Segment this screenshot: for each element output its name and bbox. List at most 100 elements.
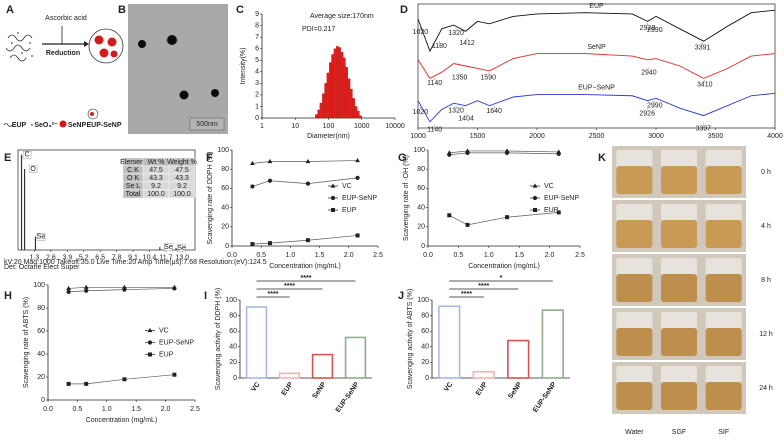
tube-liquid <box>616 274 653 302</box>
y-tick-label: 40 <box>37 351 45 358</box>
y-tick-label: 8 <box>255 22 259 29</box>
peak-label: 1140 <box>427 80 442 87</box>
table-header: Wt % <box>148 159 165 166</box>
tube-liquid <box>616 220 653 248</box>
marker <box>267 241 272 246</box>
tube-liquid <box>661 328 697 356</box>
peak-label-box <box>22 151 32 159</box>
x-tick-label: 3.9 <box>62 254 72 261</box>
peak-label: 2928 <box>640 25 656 32</box>
y-tick-label: 100 <box>217 147 229 154</box>
marker <box>505 215 510 220</box>
nanoparticles <box>138 35 219 100</box>
histogram-bar <box>354 106 358 119</box>
marker <box>122 284 127 289</box>
x-tick-label: 1.0 <box>102 406 112 413</box>
series-line <box>68 286 175 289</box>
x-tick-label: EUP-SeNP <box>335 381 361 414</box>
table-cell-text: 100.0 <box>147 191 165 198</box>
legend-senp-icon <box>59 120 67 128</box>
tube-empty <box>661 150 697 168</box>
y-tick-label: 9 <box>255 11 259 18</box>
tube-liquid <box>661 382 697 410</box>
time-label: 0 h <box>761 169 771 176</box>
panel-letter: F <box>206 152 213 164</box>
y-tick-label: 7 <box>255 34 259 41</box>
histogram-bar <box>331 54 335 119</box>
marker <box>83 284 89 289</box>
significance-label: * <box>500 275 503 282</box>
x-tick-label: 2.5 <box>575 252 585 259</box>
peak-label: 1320 <box>448 30 464 37</box>
legend-label: VC <box>159 327 169 334</box>
x-axis-label: Concentration (mg/mL) <box>468 263 540 270</box>
y-tick-label: 0 <box>421 243 425 250</box>
y-tick-label: 3 <box>255 80 259 87</box>
marker <box>84 288 89 293</box>
histogram-bar <box>315 114 318 119</box>
legend-label: VC <box>342 183 352 190</box>
marker <box>355 157 360 163</box>
peak-label: 1412 <box>459 40 475 47</box>
significance-label: **** <box>301 275 312 282</box>
series-line <box>449 150 559 154</box>
marker <box>250 184 255 189</box>
series-line <box>68 374 175 385</box>
tube-liquid <box>616 382 653 410</box>
x-tick-label: VC <box>250 381 261 393</box>
legend-marker <box>533 208 537 212</box>
significance-label: **** <box>461 291 472 298</box>
y-tick-label: 80 <box>421 312 429 319</box>
y-tick-label: 6 <box>255 46 259 53</box>
table-cell-text: 9.2 <box>177 183 187 190</box>
y-axis-label: Scavenging activity of ABTS (%) <box>407 289 414 389</box>
senp-cores <box>94 35 118 58</box>
tube-liquid <box>705 382 742 410</box>
scale-bar-label: 500nm <box>196 121 218 128</box>
medium-label: Water <box>625 429 644 436</box>
legend-label: EUP <box>12 122 27 129</box>
tube-empty <box>661 258 697 276</box>
peak-label: 1020 <box>413 29 429 36</box>
y-tick-label: 100 <box>225 297 237 304</box>
histogram-bar <box>347 78 351 119</box>
significance-label: **** <box>268 291 279 298</box>
bar <box>472 370 495 379</box>
marker <box>267 178 273 183</box>
tube-liquid <box>661 220 697 248</box>
x-tick-label: 0.5 <box>256 252 266 259</box>
marker <box>250 242 255 247</box>
legend-marker <box>330 183 336 188</box>
x-tick-label: 2.6 <box>46 254 56 261</box>
x-tick-label: 1000 <box>410 133 426 140</box>
peak-label-box <box>177 244 186 252</box>
x-tick-label: EUP <box>475 381 489 397</box>
histogram-bar <box>352 98 355 119</box>
legend-marker <box>147 340 153 345</box>
y-tick-label: 0 <box>233 375 237 382</box>
histogram-bar <box>326 72 330 119</box>
series-label: EUP−SeNP <box>578 85 615 92</box>
x-tick-label: VC <box>443 381 454 393</box>
histogram-bar <box>319 102 323 119</box>
y-tick-label: 40 <box>221 204 229 211</box>
legend-label: SeO₃²⁻ <box>34 122 58 129</box>
tube-empty <box>705 312 742 330</box>
marker <box>250 160 255 166</box>
histogram-bar <box>333 48 337 119</box>
histogram-bar <box>329 62 332 119</box>
histogram-bar <box>343 57 346 119</box>
x-axis-label: Concentration (mg/mL) <box>86 417 158 424</box>
bar <box>507 339 530 379</box>
x-tick-label: 6.5 <box>95 254 105 261</box>
scale-bar-box <box>189 117 225 131</box>
tube-empty <box>616 204 653 222</box>
marker <box>465 222 470 227</box>
peak-label: Se <box>164 244 173 251</box>
eup-senp-particle <box>88 28 124 64</box>
table-cell-text: 9.2 <box>151 183 161 190</box>
table-cell-text: Se L <box>126 183 141 190</box>
y-tick-label: 4 <box>255 69 259 76</box>
x-tick-label: 1.5 <box>131 406 141 413</box>
